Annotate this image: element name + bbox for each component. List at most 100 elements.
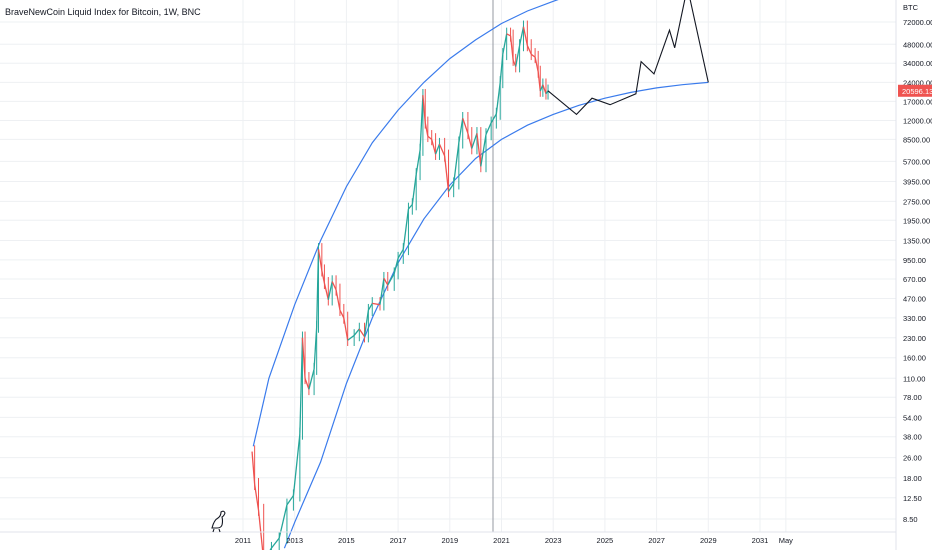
candle-body [545, 90, 549, 95]
time-tick-label: 2015 [338, 536, 355, 545]
candle-body [431, 139, 437, 155]
grid [0, 0, 896, 532]
candle-body [379, 278, 385, 305]
tradingview-logo-icon [211, 510, 226, 533]
time-tick-label: 2027 [648, 536, 665, 545]
candle-body [419, 95, 424, 151]
candle-body [526, 45, 532, 55]
price-tick-label: 2750.00 [903, 197, 930, 206]
candle-body [411, 174, 417, 205]
price-tick-label: 8500.00 [903, 135, 930, 144]
time-tick-label: 2017 [390, 536, 407, 545]
candle-body [509, 35, 514, 61]
price-tick-label: 54.00 [903, 413, 922, 422]
projection-line[interactable] [547, 0, 709, 116]
candle-body [542, 84, 547, 94]
candle-body [422, 95, 426, 123]
candle-body [363, 310, 370, 337]
candle-body [387, 273, 395, 286]
candle-body [534, 56, 539, 73]
candle-body [499, 54, 504, 83]
candle-body [447, 183, 455, 192]
price-tick-label: 670.00 [903, 275, 926, 284]
candle-body [339, 309, 345, 319]
candle-body [251, 451, 256, 485]
time-tick-label: 2011 [235, 536, 251, 545]
time-tick-label: 2013 [286, 536, 303, 545]
currency-label: BTC [903, 3, 919, 12]
last-price-value: 20596.13 [902, 87, 932, 96]
candle-body [453, 142, 460, 184]
time-tick-label: 2025 [597, 536, 614, 545]
time-tick-label: 2023 [545, 536, 562, 545]
price-tick-label: 24000.00 [903, 78, 932, 87]
candle-body [438, 143, 446, 157]
time-scale[interactable]: 2011 2013 2015 2017 2019 2021 2023 2025 2027 2029… [0, 531, 932, 550]
candle-body [292, 433, 301, 496]
candle-body [485, 122, 492, 135]
time-tick-label: 2031 [752, 536, 769, 545]
candle-body [304, 378, 310, 390]
last-price-badge: 20596.13 [898, 84, 932, 97]
candle-body [506, 33, 511, 37]
candle-body [515, 45, 521, 67]
price-tick-label: 1350.00 [903, 237, 930, 246]
candle-body [471, 133, 478, 149]
channel-upper-line[interactable] [252, 0, 568, 447]
candle-body [458, 118, 464, 143]
price-series [251, 20, 549, 555]
candle-body [393, 257, 399, 274]
candle-body [462, 118, 469, 134]
candle-body [537, 71, 541, 92]
price-tick-label: 34000.00 [903, 59, 932, 68]
channel-lower-line[interactable] [283, 81, 709, 549]
channel-lines[interactable] [252, 0, 709, 549]
price-tick-label: 26.00 [903, 454, 922, 463]
price-scale[interactable]: 72000.00 48000.00 34000.00 24000.00 17000.00… [895, 0, 932, 550]
projection-path[interactable] [547, 0, 709, 116]
time-tick-label: 2029 [700, 536, 717, 545]
candle-body [313, 326, 318, 370]
candle-body [495, 82, 501, 115]
candle-body [316, 249, 320, 327]
price-tick-label: 160.00 [903, 354, 926, 363]
candle-body [367, 303, 373, 311]
candle-body [476, 133, 482, 167]
price-tick-label: 5700.00 [903, 157, 930, 166]
candle-body [434, 143, 441, 155]
price-tick-label: 470.00 [903, 294, 926, 303]
candle-body [467, 133, 473, 149]
price-tick-label: 72000.00 [903, 18, 932, 27]
price-tick-label: 330.00 [903, 314, 926, 323]
candle-body [490, 113, 497, 124]
candle-body [480, 134, 487, 167]
scale-corner[interactable] [897, 533, 932, 550]
candle-body [347, 334, 355, 341]
price-tick-label: 8.50 [903, 515, 918, 524]
price-tick-label: 12.50 [903, 494, 922, 503]
candle-body [372, 302, 381, 306]
chart-title: BraveNewCoin Liquid Index for Bitcoin, 1… [5, 7, 201, 17]
candle-body [327, 281, 333, 300]
candle-body [278, 504, 288, 539]
candle-body [353, 328, 360, 336]
price-tick-label: 230.00 [903, 334, 926, 343]
price-tick-label: 18.00 [903, 474, 922, 483]
price-tick-label: 110.00 [903, 374, 925, 383]
candle-body [331, 281, 337, 291]
candle-body [502, 33, 508, 55]
candle-body [424, 122, 429, 137]
candle-body [522, 26, 528, 46]
candle-body [323, 283, 329, 300]
candle-body [407, 204, 413, 210]
candle-body [317, 249, 323, 271]
candle-body [321, 270, 326, 284]
price-tick-label: 12000.00 [903, 116, 932, 125]
candle-body [443, 155, 450, 192]
candle-body [415, 149, 421, 175]
candle-body [343, 317, 349, 341]
price-tick-label: 1950.00 [903, 216, 930, 225]
price-tick-label: 3950.00 [903, 178, 930, 187]
